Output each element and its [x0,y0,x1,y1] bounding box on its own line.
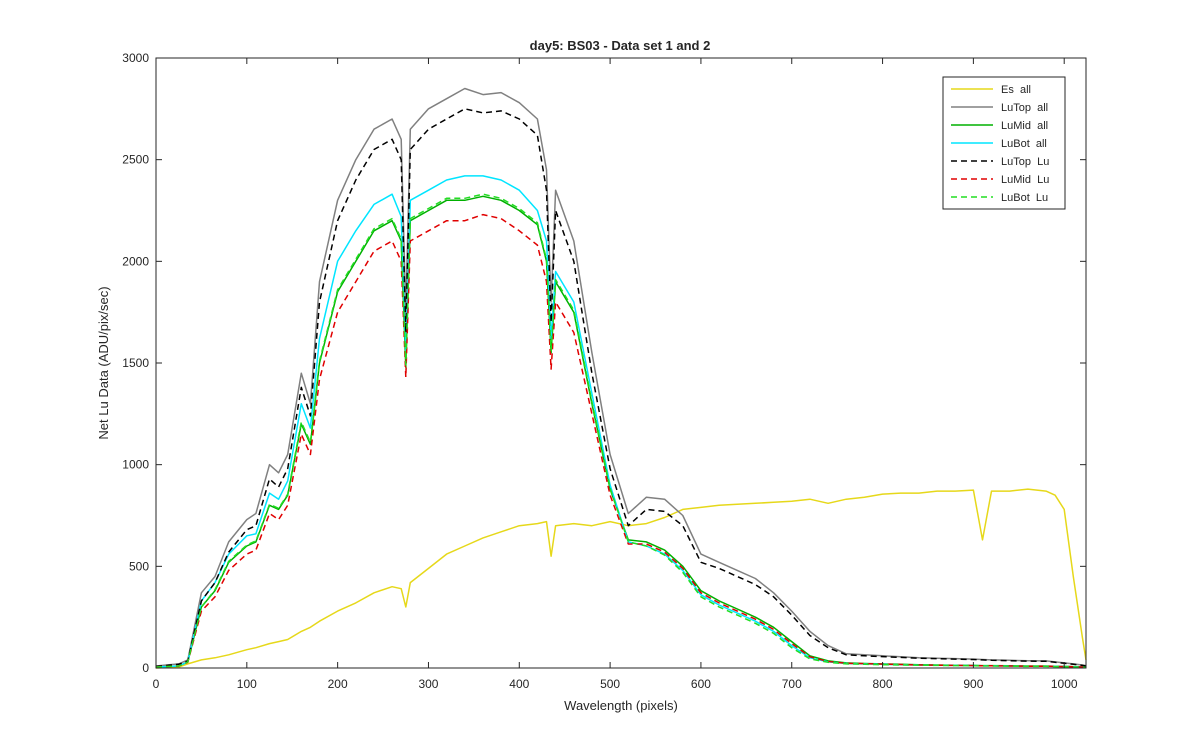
x-tick-label: 800 [873,677,893,691]
legend: Es all LuTop all LuMid all LuBot all LuTop L… [942,76,1066,210]
legend-items: Es all LuTop all LuMid all LuBot all LuTop L… [951,84,1049,204]
legend-label: LuTop Lu [1001,156,1049,168]
legend-label: LuMid Lu [1001,174,1049,186]
x-tick-label: 500 [600,677,620,691]
x-tick-label: 400 [509,677,529,691]
x-tick-label: 200 [328,677,348,691]
x-axis-label: Wavelength (pixels) [564,698,678,713]
chart-title: day5: BS03 - Data set 1 and 2 [530,38,711,53]
series-line-5 [155,213,1087,668]
y-axis-label: Net Lu Data (ADU/pix/sec) [96,286,111,439]
y-tick-label: 0 [142,661,149,675]
legend-label: LuBot all [1001,138,1047,150]
y-tick-label: 1000 [122,458,149,472]
series-line-6 [155,193,1087,669]
x-tick-label: 0 [153,677,160,691]
series-line-0 [155,488,1087,669]
x-tick-label: 900 [963,677,983,691]
legend-label: LuBot Lu [1001,192,1048,204]
x-tick-label: 100 [237,677,257,691]
legend-label: LuTop all [1001,102,1048,114]
plot-area [156,58,1086,668]
ticks-group: 0 100 200 300 400 500 600 700 800 900 1000 0 500 1000… [122,51,1086,691]
x-tick-label: 1000 [1051,677,1078,691]
y-tick-label: 2500 [122,153,149,167]
y-tick-label: 2000 [122,254,149,268]
x-tick-label: 700 [782,677,802,691]
y-tick-label: 3000 [122,51,149,65]
legend-label: LuMid all [1001,120,1048,132]
legend-label: Es all [1001,84,1031,96]
series-group [155,87,1087,669]
y-tick-label: 500 [129,559,149,573]
x-tick-label: 300 [418,677,438,691]
x-tick-label: 600 [691,677,711,691]
y-tick-label: 1500 [122,356,149,370]
series-line-4 [155,108,1087,668]
